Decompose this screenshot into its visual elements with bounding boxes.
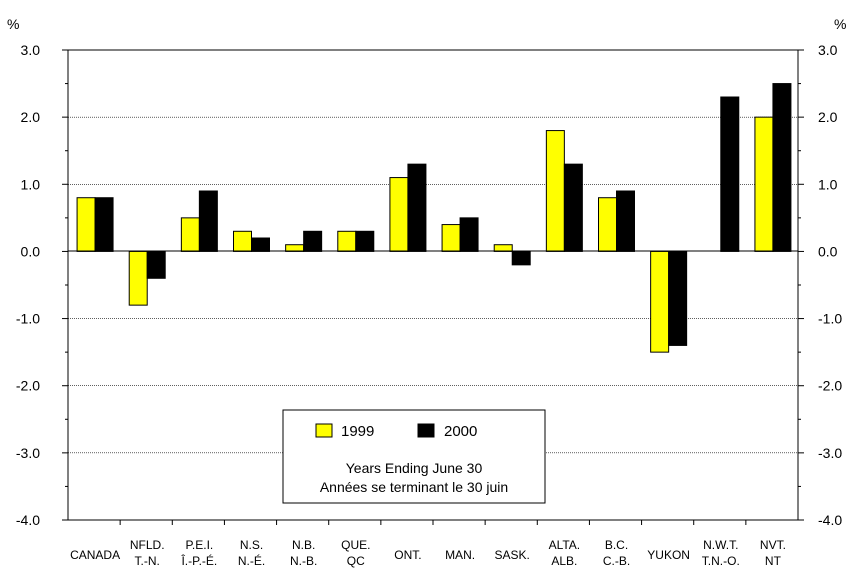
y-axis-right-labels: 3.0 2.0 1.0 0.0 -1.0 -2.0 -3.0 -4.0 [818,42,842,528]
y-tick-label-right: -2.0 [818,378,842,394]
y-tick-label-right: 0.0 [818,243,838,259]
bars [76,83,792,353]
bar-2000 [355,230,375,252]
y-tick-label-left: 3.0 [21,42,41,58]
x-label-line1: N.W.T. [703,538,738,552]
bar-1999 [598,197,617,252]
y-tick-label-right: -1.0 [818,311,842,327]
x-label: SASK. [495,548,530,562]
x-label-line1: NVT. [760,538,786,552]
bar-2000 [303,230,323,252]
bar-2000 [407,163,427,252]
bar-2000 [563,163,583,252]
y-tick-label-left: -1.0 [16,311,40,327]
x-label: YUKON [647,548,690,562]
y-tick-label-left: -3.0 [16,445,40,461]
x-label-line2: C.-B. [603,554,630,568]
y-tick-label-left: 1.0 [21,176,41,192]
bar-2000 [668,250,688,346]
gridlines [68,116,798,454]
legend-swatch-1999 [315,423,333,438]
bar-2000 [511,250,531,266]
y-tick-label-left: -2.0 [16,378,40,394]
y-tick-label-right: -3.0 [818,445,842,461]
axis-ticks [62,49,804,525]
y-tick-label-right: 3.0 [818,42,838,58]
bar-2000 [720,96,740,252]
x-label-line2: Î.-P.-É. [180,553,217,568]
bar-2000 [616,190,635,252]
bar-1999 [128,250,148,306]
x-label: ONT. [394,548,421,562]
x-label-line2: T.N.-O. [702,554,740,568]
x-label-line2: NT [765,554,782,568]
y-tick-label-right: 1.0 [818,176,838,192]
bar-1999 [441,224,461,252]
legend-swatch-2000 [417,423,435,438]
bar-2000 [94,197,114,252]
bar-1999 [76,197,96,252]
bar-2000 [772,83,792,252]
bar-1999 [337,230,357,252]
legend-label-2000: 2000 [444,423,477,440]
bar-2000 [146,250,166,279]
y-tick-label-left: -4.0 [16,512,40,528]
left-unit-label: % [7,16,19,32]
right-unit-label: % [834,16,846,32]
bar-1999 [285,244,305,252]
x-label-line1: B.C. [605,538,628,552]
x-label-line1: QUE. [341,538,370,552]
x-label-line1: N.S. [240,538,263,552]
x-label-line1: ALTA. [549,538,581,552]
bar-1999 [493,244,513,252]
bar-2000 [459,217,479,252]
x-label-line2: N.-É. [238,553,265,568]
legend-note-line2: Années se terminant le 30 juin [320,479,508,495]
x-label-line2: QC [347,554,365,568]
x-label-line1: N.B. [292,538,315,552]
x-label-line1: NFLD. [130,538,165,552]
x-label-line1: P.E.I. [185,538,213,552]
x-label-line2: N.-B. [290,554,317,568]
x-label: MAN. [445,548,475,562]
bar-1999 [545,130,565,252]
bar-1999 [389,177,409,252]
legend-note-line1: Years Ending June 30 [346,460,483,476]
bar-1999 [233,230,252,252]
y-tick-label-left: 2.0 [21,109,41,125]
plot-frame [67,49,799,521]
x-label: CANADA [70,548,120,562]
bar-1999 [754,116,774,252]
x-axis-labels: CANADA NFLD. T.-N. P.E.I.Î.-P.-É. N.S.N.-É. N… [70,538,786,568]
bar-1999 [180,217,200,252]
bar-2000 [198,190,218,252]
bar-2000 [251,237,270,252]
legend-label-1999: 1999 [341,423,374,440]
x-label-line2: T.-N. [135,554,160,568]
bar-1999 [650,250,670,353]
legend: 1999 2000 Years Ending June 30 Années se… [282,409,546,504]
y-tick-label-right: 2.0 [818,109,838,125]
x-label-line2: ALB. [551,554,577,568]
y-tick-label-left: 0.0 [21,243,41,259]
y-axis-left-labels: 3.0 2.0 1.0 0.0 -1.0 -2.0 -3.0 -4.0 [16,42,40,528]
y-tick-label-right: -4.0 [818,512,842,528]
